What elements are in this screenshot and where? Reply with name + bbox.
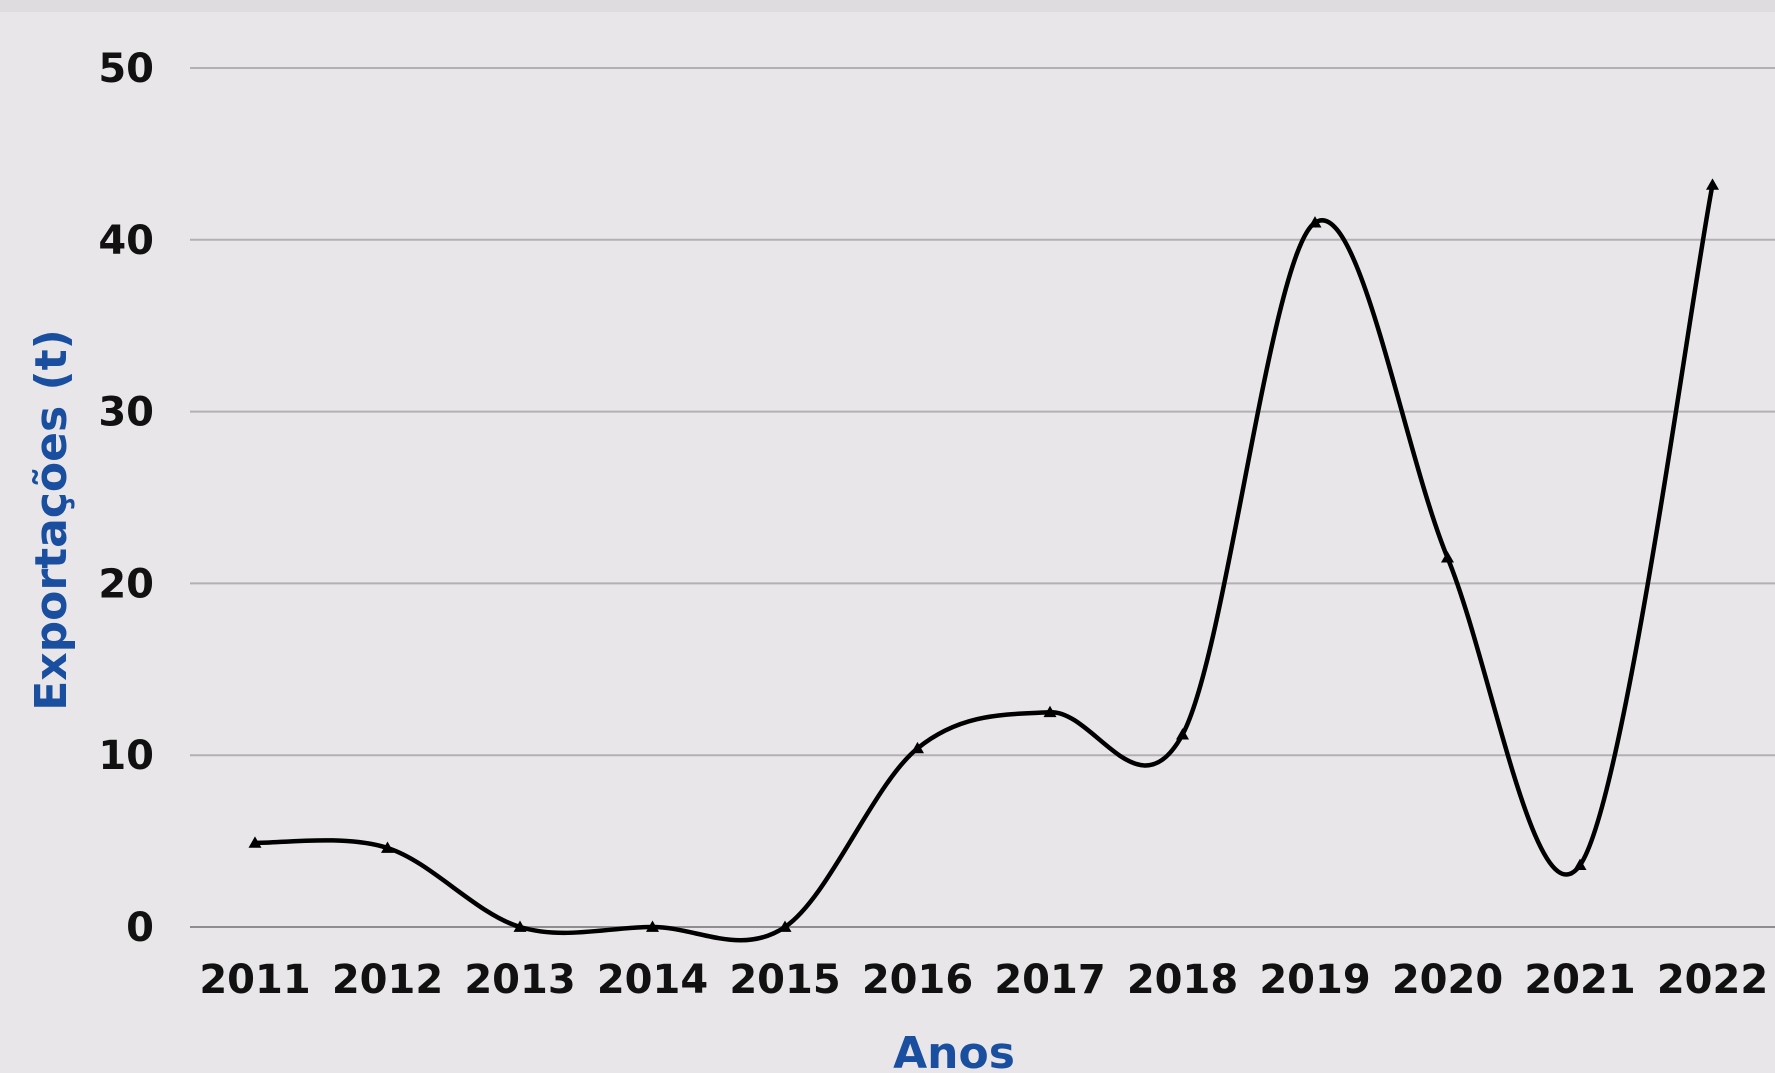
x-tick-label: 2018 <box>1127 957 1238 1003</box>
x-tick-label: 2016 <box>862 957 973 1003</box>
x-tick-label: 2022 <box>1657 957 1768 1003</box>
data-point-marker <box>1441 551 1454 563</box>
data-point-marker <box>1573 858 1587 871</box>
data-point-marker <box>1308 216 1322 228</box>
data-point-marker <box>778 920 792 932</box>
top-band <box>0 0 1775 12</box>
series-line <box>252 182 1715 943</box>
data-point-marker <box>1176 728 1189 740</box>
x-tick-label: 2011 <box>199 957 310 1003</box>
x-tick-label: 2017 <box>994 957 1105 1003</box>
data-point-marker <box>513 920 527 932</box>
y-tick-labels: 0 10 20 30 40 50 <box>98 46 154 951</box>
x-tick-label: 2013 <box>464 957 575 1003</box>
y-tick-label: 30 <box>98 390 154 436</box>
data-point-marker <box>248 836 262 848</box>
x-tick-labels: 2011 2012 2013 2014 2015 2016 2017 2018 2019 2020… <box>199 957 1768 1003</box>
x-tick-label: 2015 <box>729 957 840 1003</box>
data-point-marker <box>1043 705 1057 718</box>
data-point-marker <box>381 841 394 853</box>
grid-layer <box>190 67 1775 928</box>
y-tick-label: 0 <box>126 905 154 951</box>
x-axis-title: Anos <box>893 1028 1015 1073</box>
x-tick-label: 2021 <box>1524 957 1635 1003</box>
y-tick-label: 50 <box>98 46 154 92</box>
x-tick-label: 2012 <box>332 957 443 1003</box>
marker-layer <box>248 178 1719 932</box>
x-tick-label: 2019 <box>1259 957 1370 1003</box>
x-tick-label: 2014 <box>597 957 708 1003</box>
data-point-marker <box>911 741 924 754</box>
data-point-marker <box>1706 178 1719 190</box>
data-point-marker <box>646 920 659 932</box>
x-tick-label: 2020 <box>1392 957 1503 1003</box>
y-axis-title: Exportações (t) <box>26 329 77 711</box>
y-tick-label: 40 <box>98 218 154 264</box>
y-tick-label: 10 <box>98 733 154 779</box>
y-tick-label: 20 <box>98 561 154 607</box>
series-layer <box>252 182 1715 943</box>
